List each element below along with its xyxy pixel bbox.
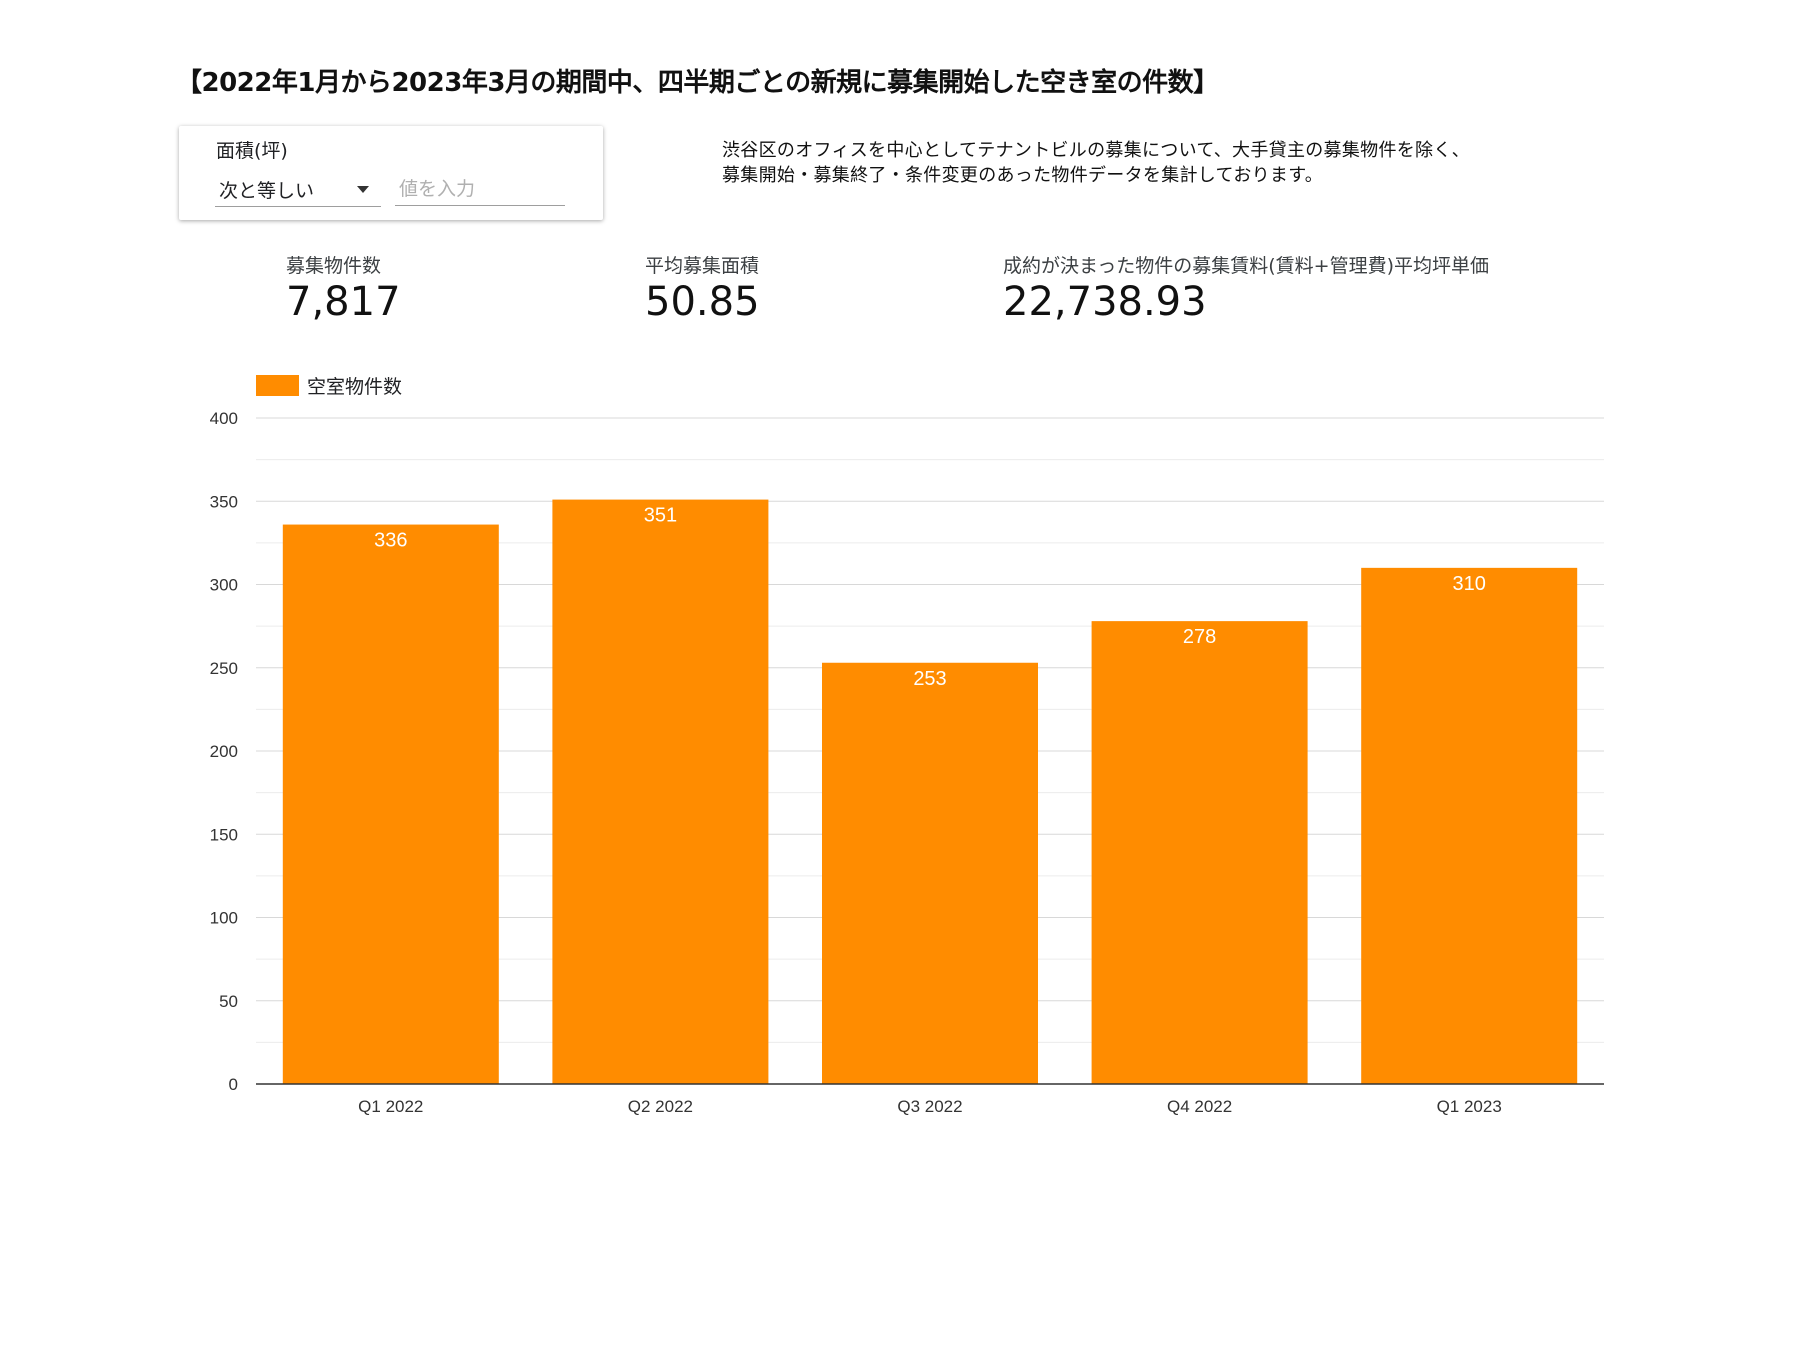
description-line: 渋谷区のオフィスを中心としてテナントビルの募集について、大手貸主の募集物件を除く… bbox=[722, 140, 1470, 161]
kpi-label: 成約が決まった物件の募集賃料(賃料+管理費)平均坪単価 bbox=[1003, 255, 1489, 277]
kpi-value: 50.85 bbox=[645, 279, 760, 325]
legend-label: 空室物件数 bbox=[307, 376, 402, 398]
x-tick-label: Q1 2023 bbox=[1437, 1097, 1502, 1116]
kpi-listing-count: 募集物件数 7,817 bbox=[286, 251, 401, 326]
page-title: 【2022年1月から2023年3月の期間中、四半期ごとの新規に募集開始した空き室… bbox=[176, 68, 1219, 98]
bar bbox=[552, 499, 769, 1085]
y-tick-label: 50 bbox=[219, 992, 238, 1011]
bar bbox=[282, 524, 499, 1084]
kpi-average-area: 平均募集面積 50.85 bbox=[645, 251, 760, 326]
filter-value-input[interactable] bbox=[395, 172, 565, 206]
area-filter-control: 面積(坪) 次と等しい bbox=[179, 126, 603, 220]
x-tick-label: Q1 2022 bbox=[358, 1097, 423, 1116]
data-label: 351 bbox=[644, 505, 677, 527]
y-tick-label: 300 bbox=[210, 576, 238, 595]
description-text: 渋谷区のオフィスを中心としてテナントビルの募集について、大手貸主の募集物件を除く… bbox=[722, 138, 1470, 188]
x-tick-label: Q4 2022 bbox=[1167, 1097, 1232, 1116]
filter-operator-select[interactable]: 次と等しい bbox=[215, 172, 381, 207]
kpi-average-rent: 成約が決まった物件の募集賃料(賃料+管理費)平均坪単価 22,738.93 bbox=[1003, 251, 1489, 326]
y-tick-label: 350 bbox=[210, 492, 238, 511]
kpi-value: 7,817 bbox=[286, 279, 401, 325]
bar bbox=[1361, 567, 1578, 1084]
filter-operator-value: 次と等しい bbox=[219, 180, 315, 202]
y-tick-label: 100 bbox=[210, 909, 238, 928]
data-label: 310 bbox=[1453, 573, 1486, 595]
chevron-down-icon bbox=[357, 186, 369, 193]
y-tick-label: 0 bbox=[229, 1075, 238, 1094]
legend-swatch bbox=[256, 375, 299, 396]
kpi-label: 募集物件数 bbox=[286, 255, 382, 277]
filter-label: 面積(坪) bbox=[216, 140, 288, 162]
description-line: 募集開始・募集終了・条件変更のあった物件データを集計しております。 bbox=[722, 165, 1324, 186]
y-tick-label: 150 bbox=[210, 825, 238, 844]
kpi-label: 平均募集面積 bbox=[645, 255, 760, 277]
data-label: 278 bbox=[1183, 626, 1216, 648]
x-tick-label: Q2 2022 bbox=[628, 1097, 693, 1116]
data-label: 253 bbox=[913, 668, 946, 690]
bar bbox=[1091, 621, 1308, 1084]
y-tick-label: 250 bbox=[210, 659, 238, 678]
y-tick-label: 400 bbox=[210, 409, 238, 428]
kpi-value: 22,738.93 bbox=[1003, 279, 1207, 325]
data-label: 336 bbox=[374, 530, 407, 552]
bar bbox=[822, 662, 1038, 1084]
x-tick-label: Q3 2022 bbox=[897, 1097, 962, 1116]
y-tick-label: 200 bbox=[210, 742, 238, 761]
